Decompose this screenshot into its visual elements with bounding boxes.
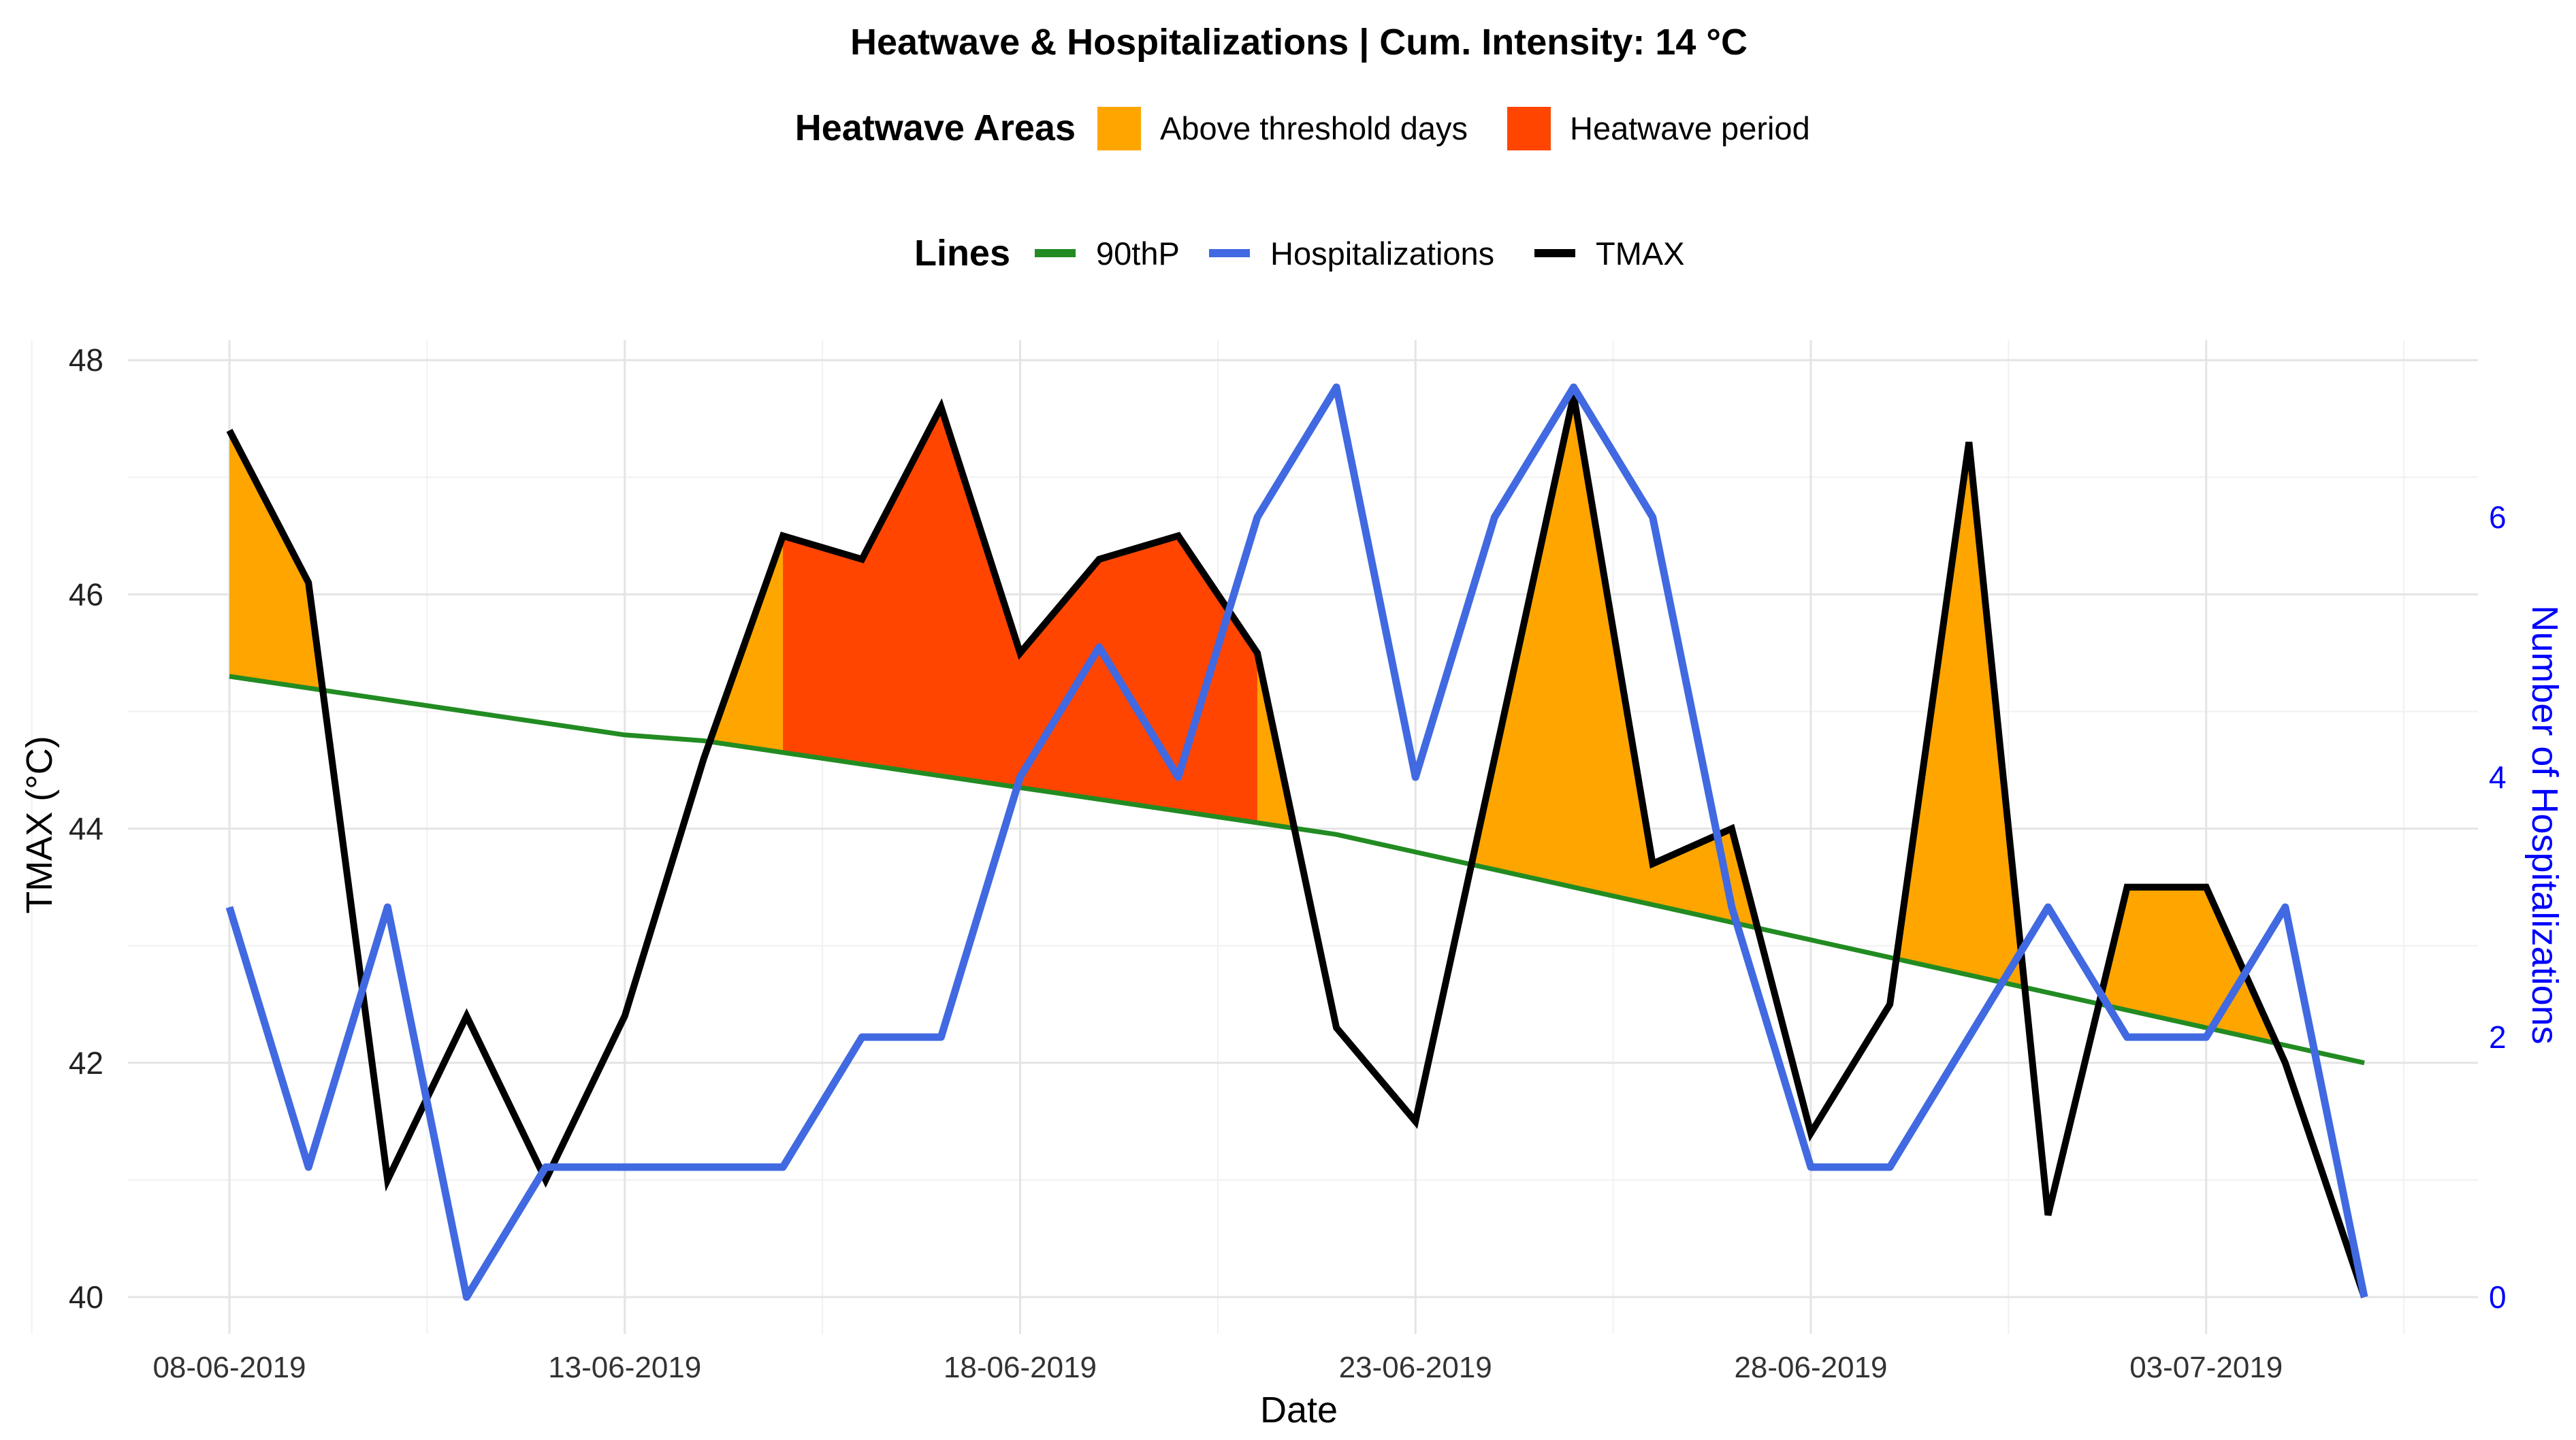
x-axis-label: Date bbox=[1260, 1390, 1338, 1430]
y-axis-left-ticks: 40 42 44 46 48 bbox=[69, 342, 103, 1315]
y-tick-label-right: 0 bbox=[2489, 1279, 2507, 1315]
y-tick-label-left: 42 bbox=[69, 1045, 103, 1081]
area-above-threshold bbox=[229, 430, 323, 691]
area-above-threshold bbox=[1896, 442, 2025, 987]
area-legend-title: Heatwave Areas bbox=[795, 108, 1076, 148]
legend-label-hospitalizations: Hospitalizations bbox=[1270, 235, 1494, 272]
y-tick-label-left: 44 bbox=[69, 811, 103, 847]
area-above-threshold bbox=[1471, 395, 1758, 928]
legend-swatch-heatwave-period bbox=[1507, 107, 1551, 150]
x-tick-label: 13-06-2019 bbox=[548, 1351, 701, 1384]
y-axis-right-label: Number of Hospitalizations bbox=[2524, 605, 2565, 1044]
y-tick-label-right: 4 bbox=[2489, 759, 2507, 795]
y-axis-right-ticks: 0 2 4 6 bbox=[2489, 500, 2507, 1315]
grid-major bbox=[128, 340, 2478, 1334]
area-above-threshold bbox=[2099, 887, 2276, 1044]
legend-label-90thp: 90thP bbox=[1096, 235, 1180, 272]
x-tick-label: 03-07-2019 bbox=[2129, 1351, 2283, 1384]
line-tmax bbox=[226, 394, 2368, 1298]
legend-label-above-threshold: Above threshold days bbox=[1160, 110, 1468, 146]
y-tick-label-left: 46 bbox=[69, 576, 103, 612]
y-axis-left-label: TMAX (°C) bbox=[19, 736, 60, 914]
line-90thp bbox=[229, 674, 2365, 1066]
x-tick-label: 23-06-2019 bbox=[1339, 1351, 1492, 1384]
y-tick-label-right: 2 bbox=[2489, 1019, 2507, 1055]
series-lines bbox=[225, 383, 2368, 1301]
line-hospitalizations bbox=[225, 383, 2368, 1301]
y-tick-label-right: 6 bbox=[2489, 500, 2507, 535]
x-tick-label: 28-06-2019 bbox=[1734, 1351, 1887, 1384]
chart-title: Heatwave & Hospitalizations | Cum. Inten… bbox=[850, 22, 1748, 63]
x-tick-label: 18-06-2019 bbox=[944, 1351, 1097, 1384]
area-legend: Heatwave Areas Above threshold days Heat… bbox=[795, 107, 1810, 150]
x-axis-ticks: 08-06-2019 13-06-2019 18-06-2019 23-06-2019… bbox=[152, 1351, 2283, 1384]
grid-minor bbox=[31, 340, 2478, 1334]
y-tick-label-left: 48 bbox=[69, 342, 103, 378]
legend-label-tmax: TMAX bbox=[1596, 235, 1685, 272]
legend-label-heatwave-period: Heatwave period bbox=[1570, 110, 1810, 146]
line-legend-title: Lines bbox=[914, 233, 1010, 274]
line-legend: Lines 90thP Hospitalizations TMAX bbox=[914, 233, 1685, 274]
y-tick-label-left: 40 bbox=[69, 1279, 103, 1315]
x-tick-label: 08-06-2019 bbox=[152, 1351, 306, 1384]
legend-swatch-above-threshold bbox=[1097, 107, 1141, 150]
